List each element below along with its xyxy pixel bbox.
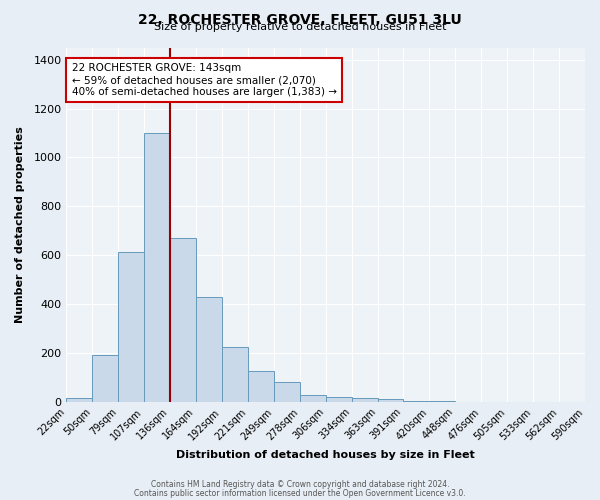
Y-axis label: Number of detached properties: Number of detached properties <box>15 126 25 323</box>
Bar <box>118 252 144 402</box>
Text: Size of property relative to detached houses in Fleet: Size of property relative to detached ho… <box>154 22 446 32</box>
Bar <box>326 397 352 402</box>
Text: 22 ROCHESTER GROVE: 143sqm
← 59% of detached houses are smaller (2,070)
40% of s: 22 ROCHESTER GROVE: 143sqm ← 59% of deta… <box>71 64 337 96</box>
Bar <box>67 398 92 402</box>
Bar <box>170 238 196 402</box>
Bar <box>377 400 403 402</box>
X-axis label: Distribution of detached houses by size in Fleet: Distribution of detached houses by size … <box>176 450 475 460</box>
Bar <box>274 382 300 402</box>
Bar <box>300 394 326 402</box>
Bar <box>352 398 377 402</box>
Bar <box>144 133 170 402</box>
Bar <box>92 356 118 402</box>
Bar <box>403 400 430 402</box>
Bar <box>248 372 274 402</box>
Text: Contains public sector information licensed under the Open Government Licence v3: Contains public sector information licen… <box>134 488 466 498</box>
Text: 22, ROCHESTER GROVE, FLEET, GU51 3LU: 22, ROCHESTER GROVE, FLEET, GU51 3LU <box>138 12 462 26</box>
Bar <box>196 297 222 402</box>
Text: Contains HM Land Registry data © Crown copyright and database right 2024.: Contains HM Land Registry data © Crown c… <box>151 480 449 489</box>
Bar <box>222 347 248 402</box>
